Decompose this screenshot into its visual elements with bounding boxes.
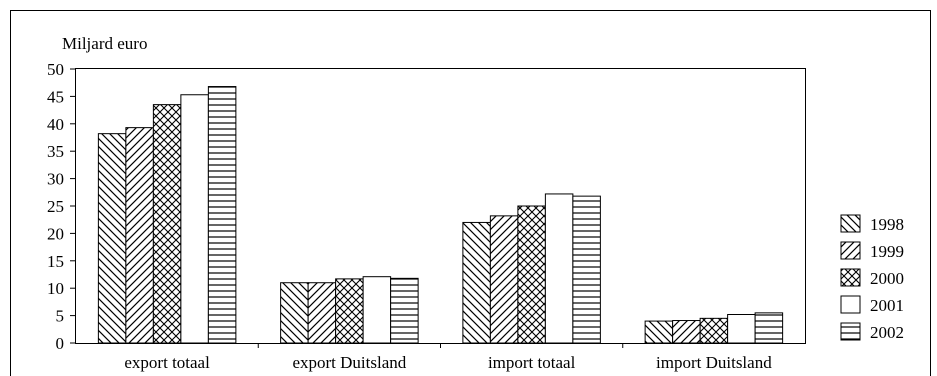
legend-label: 2002 <box>870 323 904 342</box>
legend-swatch-2002 <box>840 322 861 341</box>
bar-2001-0 <box>180 94 209 344</box>
bar-2002-3 <box>754 312 784 344</box>
bar-2002-2 <box>572 195 601 344</box>
bar-series <box>97 86 784 348</box>
bar-1998-3 <box>644 320 674 344</box>
y-tick-label: 40 <box>47 115 64 134</box>
y-tick-label: 20 <box>47 224 64 243</box>
y-axis: 0 5 10 15 20 25 30 35 40 45 50 <box>47 60 76 353</box>
y-tick-label: 45 <box>47 87 64 106</box>
bar-2001-3 <box>727 314 756 344</box>
legend-swatch-1999 <box>840 241 861 260</box>
bar-2000-0 <box>152 104 182 344</box>
bar-1999-2 <box>489 215 519 344</box>
y-tick-label: 5 <box>56 307 65 326</box>
legend-swatch-2001 <box>840 295 861 314</box>
x-tick-label: import totaal <box>488 353 576 372</box>
bar-1999-0 <box>125 127 154 344</box>
x-axis: export totaal export Duitsland import tota… <box>124 353 772 372</box>
legend-swatch-2000 <box>840 268 861 287</box>
y-tick-label: 15 <box>47 252 64 271</box>
x-tick-label: export totaal <box>124 353 210 372</box>
y-tick-label: 10 <box>47 279 64 298</box>
bar-1998-0 <box>97 133 127 344</box>
bar-1999-3 <box>672 320 701 344</box>
bar-2001-2 <box>544 193 574 344</box>
bar-1998-2 <box>462 221 491 344</box>
bar-1999-1 <box>307 282 337 344</box>
y-tick-label: 50 <box>47 60 64 79</box>
y-axis-label: Miljard euro <box>62 34 147 53</box>
legend-label: 2000 <box>870 269 904 288</box>
y-tick-label: 30 <box>47 170 64 189</box>
legend-label: 1999 <box>870 242 904 261</box>
bar-2001-1 <box>362 276 392 344</box>
y-tick-label: 0 <box>56 334 65 353</box>
y-tick-label: 35 <box>47 142 64 161</box>
legend-label: 1998 <box>870 215 904 234</box>
x-tick-label: export Duitsland <box>292 353 406 372</box>
bar-2000-1 <box>335 278 364 344</box>
legend-label: 2001 <box>870 296 904 315</box>
bar-1998-1 <box>280 282 309 344</box>
legend-swatch-1998 <box>840 214 861 233</box>
outer-frame <box>10 10 931 376</box>
y-tick-label: 25 <box>47 197 64 216</box>
bar-2002-0 <box>207 86 237 344</box>
bar-2000-3 <box>699 317 729 344</box>
bar-2002-1 <box>390 277 419 344</box>
legend: 1998 1999 2000 2001 2002 <box>840 214 904 342</box>
x-tick-label: import Duitsland <box>656 353 772 372</box>
bar-2000-2 <box>517 205 546 344</box>
